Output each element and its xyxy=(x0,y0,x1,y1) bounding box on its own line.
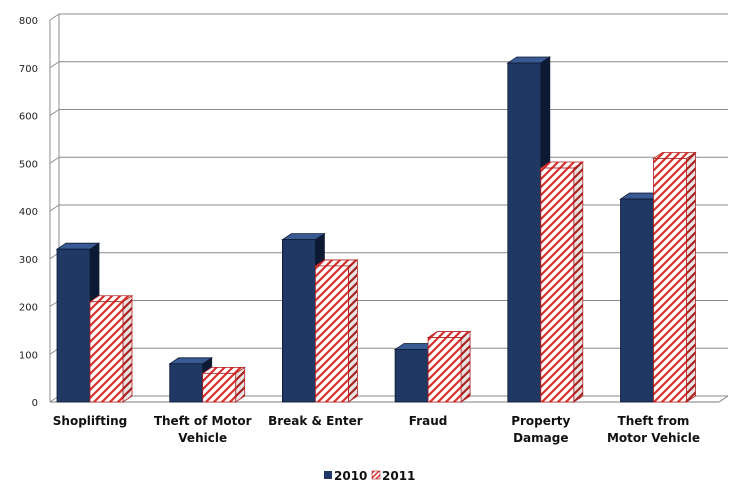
x-tick-label: Break & Enter xyxy=(268,414,363,428)
bar-front xyxy=(89,301,124,403)
bar-front xyxy=(169,363,204,403)
x-tick-label: Vehicle xyxy=(178,431,227,445)
y-tick-label: 300 xyxy=(19,255,38,266)
gridline-connector xyxy=(49,156,60,164)
bar-front xyxy=(314,265,349,403)
x-tick-label: Motor Vehicle xyxy=(607,431,700,445)
gridline-connector xyxy=(49,13,60,21)
x-tick-label: Fraud xyxy=(409,414,448,428)
y-tick-label: 400 xyxy=(19,207,38,218)
bar-2010-1 xyxy=(168,357,214,403)
bar-2011-3 xyxy=(426,330,472,403)
gridline-connector xyxy=(49,61,60,69)
bar-front xyxy=(540,167,575,403)
labels: 0 100 200 300 400 500 600 700 800 Shoplifting Thef… xyxy=(19,16,700,445)
bar-side xyxy=(686,151,696,403)
bar-front xyxy=(653,158,687,403)
y-tick-label: 100 xyxy=(19,350,38,361)
bar-2011-2 xyxy=(314,259,359,403)
bar-side xyxy=(460,330,471,403)
legend-swatch xyxy=(324,471,332,479)
legend-label: 2010 xyxy=(334,469,367,483)
bar-front xyxy=(281,239,316,403)
bar-front xyxy=(202,372,237,403)
bar-2010-4 xyxy=(506,56,552,403)
x-tick-label: Theft from xyxy=(618,414,690,428)
bar-side xyxy=(122,294,133,403)
y-tick-label: 0 xyxy=(32,398,38,409)
gridline-connector xyxy=(49,204,60,212)
bar-front xyxy=(427,337,462,403)
grid xyxy=(49,13,728,403)
x-tick-label: Damage xyxy=(513,431,568,445)
x-tick-label: Theft of Motor xyxy=(154,414,252,428)
y-tick-label: 700 xyxy=(19,64,38,75)
x-axis-depth-line xyxy=(718,395,729,403)
y-tick-label: 200 xyxy=(19,303,38,314)
bar-side xyxy=(347,259,358,403)
bar-front xyxy=(394,349,429,403)
legend-label: 2011 xyxy=(382,469,415,483)
bar-front xyxy=(507,62,542,403)
bars xyxy=(55,56,697,403)
x-tick-label: Property xyxy=(511,414,570,428)
y-tick-label: 600 xyxy=(19,112,38,123)
bar-front xyxy=(56,248,91,403)
bar-2011-0 xyxy=(88,294,134,403)
bar-side xyxy=(573,161,584,403)
y-tick-label: 500 xyxy=(19,159,38,170)
legend-swatch xyxy=(371,470,381,480)
bar-2011-5 xyxy=(652,151,697,403)
x-tick-label: Shoplifting xyxy=(53,414,127,428)
gridline-connector xyxy=(49,109,60,116)
legend-item-2010: 2010 xyxy=(324,469,367,483)
bar-front xyxy=(620,198,654,403)
legend: 2010 2011 xyxy=(324,469,415,483)
bar-2011-1 xyxy=(201,366,247,403)
bar-2011-4 xyxy=(539,161,585,403)
legend-item-2011: 2011 xyxy=(371,469,415,483)
y-tick-label: 800 xyxy=(19,16,38,27)
